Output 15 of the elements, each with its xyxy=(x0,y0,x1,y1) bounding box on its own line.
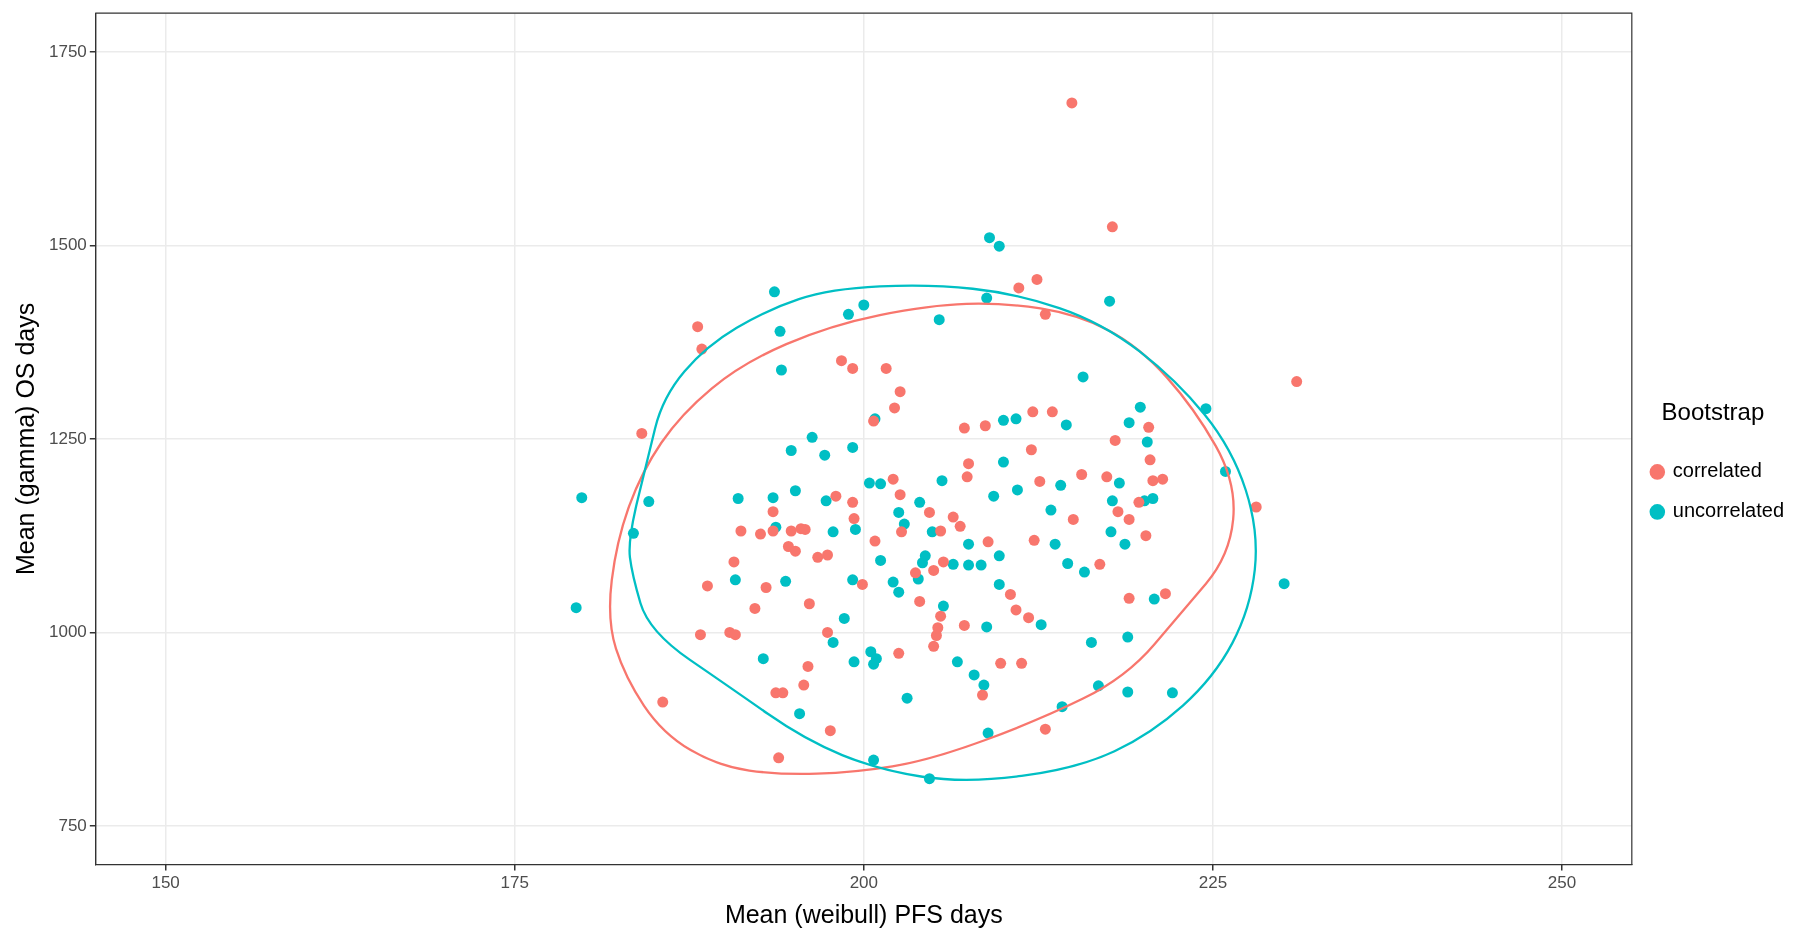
legend-label: uncorrelated xyxy=(1672,499,1785,522)
legend-label: correlated xyxy=(1672,459,1762,482)
x-tick-label: 175 xyxy=(500,873,529,893)
x-tick-label: 150 xyxy=(151,873,180,893)
y-tick-label: 1500 xyxy=(48,235,87,255)
y-tick-label: 1250 xyxy=(48,428,87,448)
y-tick-label: 1000 xyxy=(48,622,87,642)
y-tick-label: 1750 xyxy=(48,41,87,61)
x-tick-label: 200 xyxy=(849,873,879,893)
y-tick-label: 750 xyxy=(58,815,87,835)
y-axis-title: Mean (gamma) OS days xyxy=(10,302,39,576)
x-tick-label: 250 xyxy=(1547,873,1577,893)
x-tick-label: 225 xyxy=(1198,873,1228,893)
x-axis-title: Mean (weibull) PFS days xyxy=(724,899,1003,928)
legend-title: Bootstrap xyxy=(1661,397,1765,425)
